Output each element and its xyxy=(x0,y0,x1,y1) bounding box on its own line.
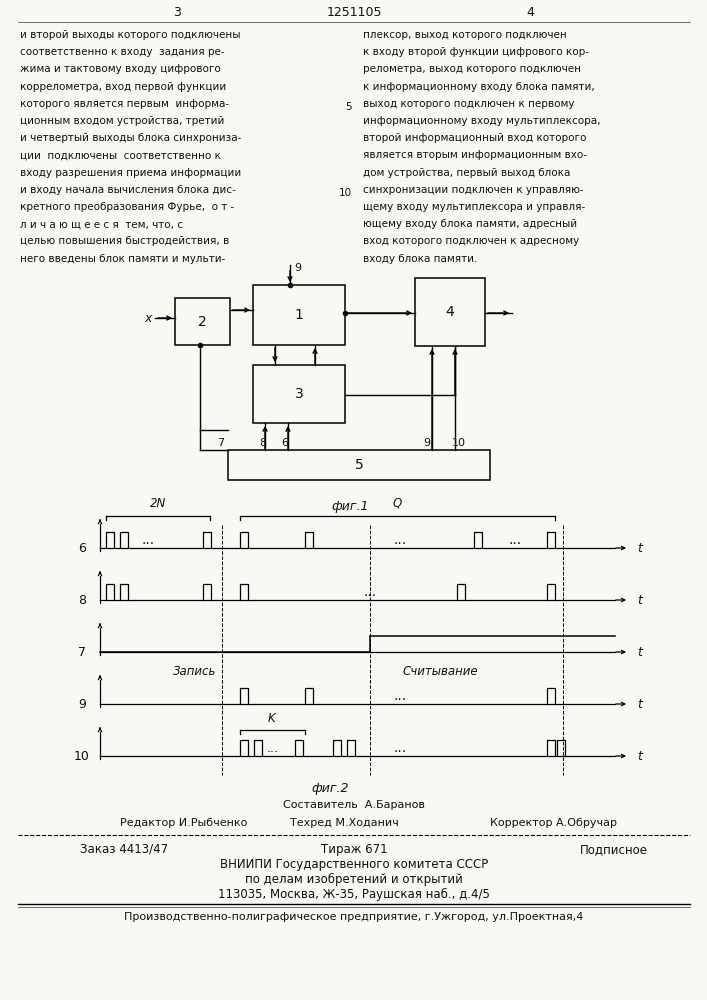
Text: 4: 4 xyxy=(445,305,455,319)
Text: которого является первым  информа-: которого является первым информа- xyxy=(20,99,229,109)
Text: 9: 9 xyxy=(78,698,86,710)
Text: K: K xyxy=(268,712,276,725)
Text: ...: ... xyxy=(393,741,407,755)
Text: ...: ... xyxy=(267,742,279,754)
Text: 4: 4 xyxy=(526,6,534,19)
Text: коррелометра, вход первой функции: коррелометра, вход первой функции xyxy=(20,82,226,92)
Text: по делам изобретений и открытий: по делам изобретений и открытий xyxy=(245,873,463,886)
Text: 10: 10 xyxy=(452,438,466,448)
Text: и входу начала вычисления блока дис-: и входу начала вычисления блока дис- xyxy=(20,185,236,195)
Text: ющему входу блока памяти, адресный: ющему входу блока памяти, адресный xyxy=(363,219,577,229)
Text: Считывание: Считывание xyxy=(402,665,478,678)
Text: релометра, выход которого подключен: релометра, выход которого подключен xyxy=(363,64,581,74)
Text: соответственно к входу  задания ре-: соответственно к входу задания ре- xyxy=(20,47,225,57)
Text: t: t xyxy=(638,542,643,554)
Text: л и ч а ю щ е е с я  тем, что, с: л и ч а ю щ е е с я тем, что, с xyxy=(20,219,183,229)
Text: 3: 3 xyxy=(295,387,303,401)
Text: 2: 2 xyxy=(198,314,207,328)
Text: Составитель  А.Баранов: Составитель А.Баранов xyxy=(283,800,425,810)
Bar xyxy=(415,278,485,346)
Text: Техред М.Ходанич: Техред М.Ходанич xyxy=(290,818,399,828)
Text: t: t xyxy=(638,646,643,658)
Text: ции  подключены  соответственно к: ции подключены соответственно к xyxy=(20,150,221,160)
Text: и четвертый выходы блока синхрониза-: и четвертый выходы блока синхрониза- xyxy=(20,133,241,143)
Text: 6: 6 xyxy=(281,438,288,448)
Text: входу разрешения приема информации: входу разрешения приема информации xyxy=(20,168,241,178)
Text: 5: 5 xyxy=(355,458,363,472)
Text: Корректор А.Обручар: Корректор А.Обручар xyxy=(490,818,617,828)
Text: 7: 7 xyxy=(217,438,224,448)
Text: дом устройства, первый выход блока: дом устройства, первый выход блока xyxy=(363,168,571,178)
Text: целью повышения быстродействия, в: целью повышения быстродействия, в xyxy=(20,236,229,246)
Text: второй информационный вход которого: второй информационный вход которого xyxy=(363,133,586,143)
Text: ...: ... xyxy=(363,585,377,599)
Text: ...: ... xyxy=(141,533,155,547)
Text: 9: 9 xyxy=(423,438,430,448)
Text: 1: 1 xyxy=(295,308,303,322)
Text: 6: 6 xyxy=(78,542,86,554)
Text: щему входу мультиплексора и управля-: щему входу мультиплексора и управля- xyxy=(363,202,585,212)
Text: входу блока памяти.: входу блока памяти. xyxy=(363,254,477,264)
Text: ...: ... xyxy=(393,689,407,703)
Text: ...: ... xyxy=(508,533,522,547)
Text: Запись: Запись xyxy=(173,665,216,678)
Text: t: t xyxy=(638,593,643,606)
Text: кретного преобразования Фурье,  о т -: кретного преобразования Фурье, о т - xyxy=(20,202,234,212)
Text: 2N: 2N xyxy=(150,497,166,510)
Text: 3: 3 xyxy=(173,6,181,19)
Bar xyxy=(253,365,345,423)
Text: является вторым информационным вхо-: является вторым информационным вхо- xyxy=(363,150,587,160)
Text: 9: 9 xyxy=(294,263,301,273)
Text: Подписное: Подписное xyxy=(580,843,648,856)
Text: него введены блок памяти и мульти-: него введены блок памяти и мульти- xyxy=(20,254,226,264)
Text: Редактор И.Рыбченко: Редактор И.Рыбченко xyxy=(120,818,247,828)
Text: ВНИИПИ Государственного комитета СССР: ВНИИПИ Государственного комитета СССР xyxy=(220,858,488,871)
Text: 8: 8 xyxy=(78,593,86,606)
Text: 10: 10 xyxy=(74,750,90,762)
Text: Тираж 671: Тираж 671 xyxy=(321,843,387,856)
Text: t: t xyxy=(638,750,643,762)
Text: Q: Q xyxy=(392,497,402,510)
Bar xyxy=(175,298,230,345)
Text: 7: 7 xyxy=(78,646,86,658)
Text: фиг.1: фиг.1 xyxy=(332,500,369,513)
Text: 113035, Москва, Ж-35, Раушская наб., д.4/5: 113035, Москва, Ж-35, Раушская наб., д.4… xyxy=(218,888,490,901)
Text: 8: 8 xyxy=(259,438,267,448)
Text: 5: 5 xyxy=(346,102,352,112)
Text: ционным входом устройства, третий: ционным входом устройства, третий xyxy=(20,116,224,126)
Text: к входу второй функции цифрового кор-: к входу второй функции цифрового кор- xyxy=(363,47,589,57)
Text: вход которого подключен к адресному: вход которого подключен к адресному xyxy=(363,236,579,246)
Text: синхронизации подключен к управляю-: синхронизации подключен к управляю- xyxy=(363,185,583,195)
Bar xyxy=(253,285,345,345)
Text: жима и тактовому входу цифрового: жима и тактовому входу цифрового xyxy=(20,64,221,74)
Text: t: t xyxy=(638,698,643,710)
Text: x: x xyxy=(145,312,152,324)
Text: выход которого подключен к первому: выход которого подключен к первому xyxy=(363,99,575,109)
Text: ...: ... xyxy=(393,533,407,547)
Text: Производственно-полиграфическое предприятие, г.Ужгород, ул.Проектная,4: Производственно-полиграфическое предприя… xyxy=(124,912,584,922)
Text: 1251105: 1251105 xyxy=(326,6,382,19)
Text: 10: 10 xyxy=(339,188,351,198)
Text: фиг.2: фиг.2 xyxy=(311,782,349,795)
Text: информационному входу мультиплексора,: информационному входу мультиплексора, xyxy=(363,116,600,126)
Text: и второй выходы которого подключены: и второй выходы которого подключены xyxy=(20,30,240,40)
Text: к информационному входу блока памяти,: к информационному входу блока памяти, xyxy=(363,82,595,92)
Bar xyxy=(228,450,490,480)
Text: Заказ 4413/47: Заказ 4413/47 xyxy=(80,843,168,856)
Text: плексор, выход которого подключен: плексор, выход которого подключен xyxy=(363,30,567,40)
